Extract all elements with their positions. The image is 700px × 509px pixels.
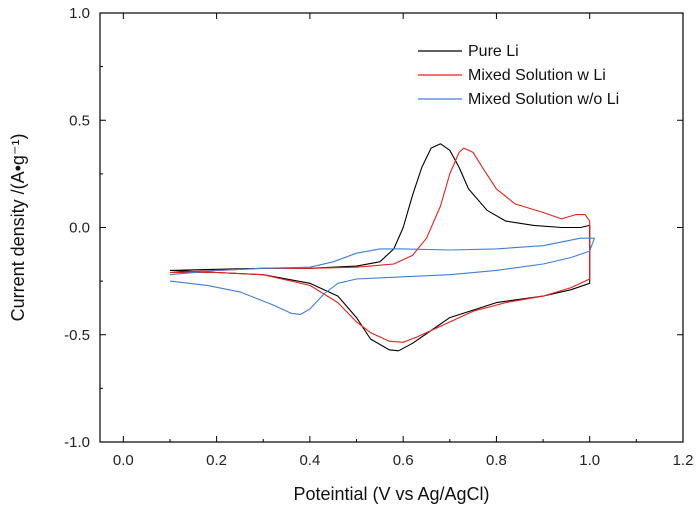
series-layer (169, 143, 595, 352)
y-tick-label: 0.5 (69, 112, 90, 129)
y-axis-title: Current density /(A•g⁻¹) (8, 134, 28, 322)
y-tick-label: 1.0 (69, 5, 90, 22)
x-tick-label: 0.2 (206, 452, 227, 469)
x-tick-label: 0.8 (486, 452, 507, 469)
x-axis-title: Poteintial (V vs Ag/AgCl) (293, 484, 489, 504)
y-tick-label: -0.5 (64, 327, 90, 344)
legend-label-1: Mixed Solution w Li (468, 67, 606, 84)
series-line-1 (169, 147, 591, 343)
y-tick-label: 0.0 (69, 220, 90, 237)
y-axis-ticks: -1.0 -0.5 0.0 0.5 1.0 (64, 5, 683, 451)
x-tick-label: 0.0 (113, 452, 134, 469)
y-tick-label: -1.0 (64, 434, 90, 451)
x-tick-label: 1.2 (673, 452, 694, 469)
legend-label-2: Mixed Solution w/o Li (468, 91, 619, 108)
x-tick-label: 0.4 (299, 452, 320, 469)
series-line-2 (169, 237, 595, 315)
x-tick-label: 1.0 (579, 452, 600, 469)
x-axis-ticks: 0.0 0.2 0.4 0.6 0.8 1.0 1.2 (113, 13, 694, 469)
legend: Pure Li Mixed Solution w Li Mixed Solution… (418, 43, 619, 108)
legend-label-0: Pure Li (468, 43, 519, 60)
x-tick-label: 0.6 (393, 452, 414, 469)
